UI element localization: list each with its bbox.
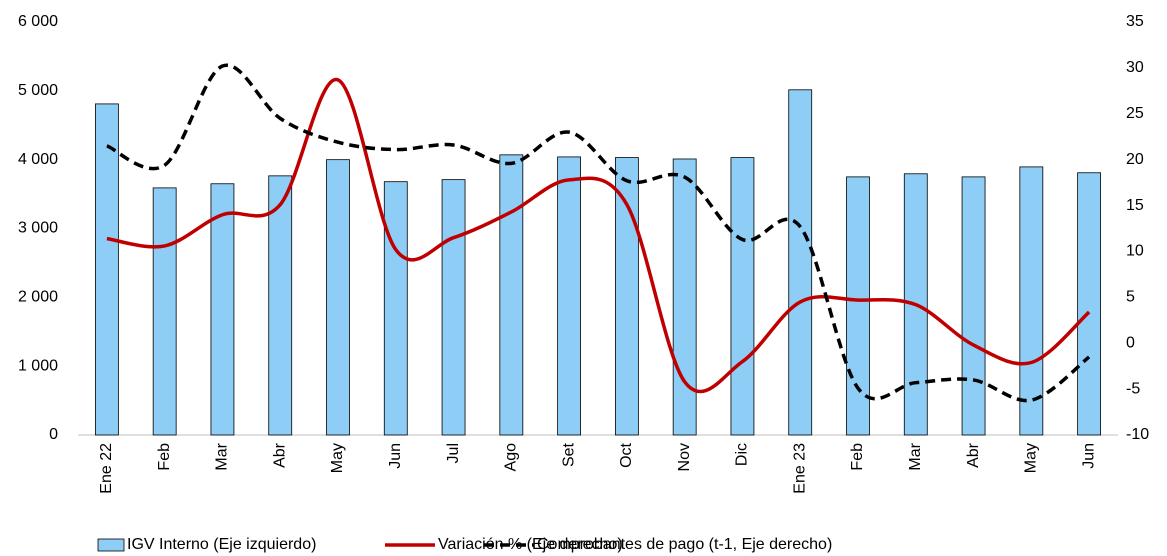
x-tick-label: Nov <box>676 443 693 471</box>
x-tick-label: Jun <box>1080 443 1097 469</box>
x-tick-label: Set <box>560 442 577 467</box>
line <box>106 63 1091 403</box>
bar <box>846 176 870 436</box>
bar <box>268 175 293 436</box>
x-tick-label: Dic <box>734 443 751 466</box>
x-tick-label: Abr <box>965 442 982 468</box>
line <box>106 78 1091 394</box>
legend-label: IGV Interno (Eje izquierdo) <box>127 536 316 553</box>
bar <box>1019 166 1044 436</box>
y2-tick-label: 35 <box>1126 13 1144 30</box>
legend-label: Variación % (Eje derecho) <box>438 536 623 553</box>
bar <box>1077 172 1102 436</box>
legend-label: Comprobantes de pago (t-1, Eje derecho) <box>537 536 832 553</box>
bar <box>152 187 177 436</box>
y-tick-label: 2 000 <box>18 289 58 306</box>
y-tick-label: 1 000 <box>18 357 58 374</box>
x-tick-label: May <box>1023 443 1040 473</box>
bar <box>94 103 119 436</box>
x-tick-label: Jul <box>445 443 462 463</box>
y2-tick-label: 0 <box>1126 334 1135 351</box>
y2-tick-label: 25 <box>1126 105 1144 122</box>
x-tick-label: Oct <box>618 442 635 467</box>
x-tick-label: Abr <box>271 442 288 468</box>
x-tick-label: May <box>329 443 346 473</box>
y2-tick-label: -5 <box>1126 380 1140 397</box>
bar <box>672 158 697 436</box>
bar <box>383 181 408 436</box>
y-tick-label: 0 <box>49 426 58 443</box>
bar <box>730 157 755 436</box>
bar <box>210 183 235 436</box>
x-tick-label: Mar <box>907 442 924 470</box>
bar <box>499 154 524 436</box>
y2-tick-label: 5 <box>1126 289 1135 306</box>
y2-tick-label: -10 <box>1126 426 1149 443</box>
x-tick-label: Ene 23 <box>791 443 808 494</box>
y2-tick-label: 10 <box>1126 243 1144 260</box>
bar <box>441 179 466 436</box>
y-tick-label: 4 000 <box>18 151 58 168</box>
y-tick-label: 3 000 <box>18 220 58 237</box>
y-tick-label: 5 000 <box>18 82 58 99</box>
y2-tick-label: 30 <box>1126 59 1144 76</box>
x-tick-label: Ene 22 <box>98 443 115 494</box>
bar <box>788 89 813 436</box>
x-tick-label: Mar <box>214 442 231 470</box>
y2-tick-label: 15 <box>1126 197 1144 214</box>
legend-swatch <box>97 538 125 552</box>
bar <box>614 157 639 436</box>
bar <box>557 156 582 436</box>
y-tick-label: 6 000 <box>18 13 58 30</box>
x-tick-label: Feb <box>849 443 866 471</box>
x-tick-label: Feb <box>156 443 173 471</box>
bar <box>961 176 986 436</box>
bar <box>326 159 350 436</box>
x-tick-label: Jun <box>387 443 404 469</box>
y2-tick-label: 20 <box>1126 151 1144 168</box>
x-tick-label: Ago <box>503 443 520 472</box>
